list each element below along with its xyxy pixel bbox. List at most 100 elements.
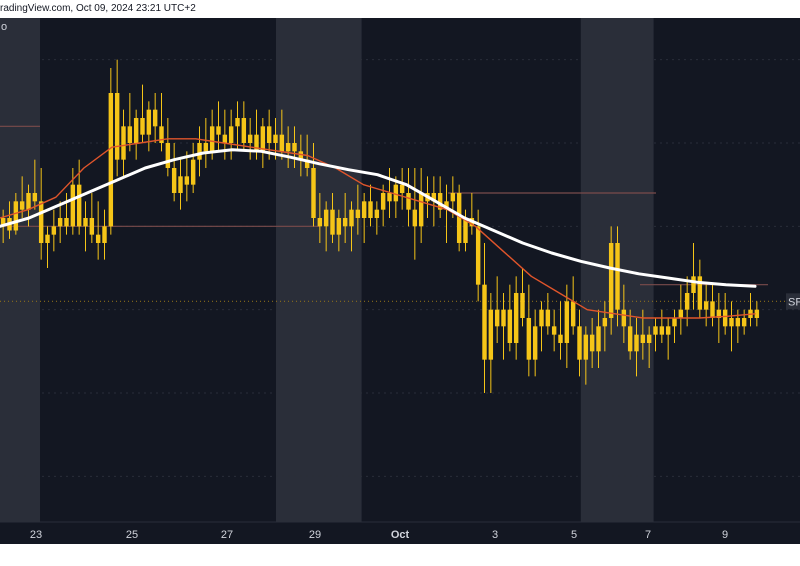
candle-5 bbox=[32, 159, 38, 210]
candle-body bbox=[0, 218, 6, 227]
candle-32 bbox=[203, 118, 209, 168]
candle-105 bbox=[665, 318, 671, 360]
candle-body bbox=[89, 218, 95, 235]
candle-111 bbox=[703, 284, 709, 327]
candle-body bbox=[729, 318, 734, 327]
candle-body bbox=[646, 334, 652, 343]
candle-body bbox=[596, 326, 601, 352]
candle-body bbox=[545, 309, 551, 327]
candle-body bbox=[292, 143, 297, 152]
candle-117 bbox=[741, 309, 747, 335]
candle-body bbox=[653, 326, 658, 335]
candle-body bbox=[317, 218, 323, 227]
candle-51 bbox=[323, 201, 329, 252]
candle-body bbox=[76, 184, 82, 227]
x-tick-label-7: 7 bbox=[645, 529, 651, 541]
candle-body bbox=[184, 176, 190, 185]
candle-body bbox=[665, 326, 671, 335]
chart-footer bbox=[0, 544, 800, 566]
candle-body bbox=[520, 293, 525, 318]
candle-body bbox=[38, 201, 44, 243]
candle-body bbox=[444, 201, 449, 210]
candle-body bbox=[589, 334, 595, 352]
candle-body bbox=[501, 309, 506, 327]
chart-header: radingView.com, Oct 09, 2024 23:21 UTC+2 bbox=[0, 0, 800, 18]
candle-45 bbox=[285, 126, 291, 168]
candle-body bbox=[355, 209, 361, 218]
candle-110 bbox=[697, 259, 703, 318]
candle-body bbox=[266, 126, 272, 143]
candle-114 bbox=[722, 293, 728, 335]
candle-107 bbox=[678, 284, 684, 335]
candle-body bbox=[298, 151, 304, 160]
candle-96 bbox=[608, 226, 614, 335]
candle-body bbox=[741, 318, 747, 327]
weekend-band-1 bbox=[276, 18, 362, 522]
candle-body bbox=[754, 309, 760, 318]
weekend-shading bbox=[0, 18, 654, 522]
candle-body bbox=[716, 309, 722, 318]
candle-91 bbox=[577, 309, 582, 377]
candle-59 bbox=[374, 201, 380, 235]
candle-body bbox=[127, 126, 133, 143]
candle-56 bbox=[355, 184, 361, 235]
candle-102 bbox=[646, 326, 652, 368]
candle-body bbox=[703, 301, 709, 310]
candle-14 bbox=[89, 193, 95, 243]
candle-42 bbox=[266, 109, 272, 160]
candle-79 bbox=[501, 293, 506, 360]
candle-54 bbox=[342, 193, 348, 243]
candle-109 bbox=[691, 243, 696, 310]
candle-17 bbox=[108, 68, 114, 235]
candle-body bbox=[583, 334, 589, 360]
candle-body bbox=[684, 293, 690, 310]
candle-body bbox=[336, 218, 342, 235]
chart-canvas[interactable]: 23 25 27 29 Oct 3 5 7 9 SF o bbox=[0, 18, 800, 544]
candle-body bbox=[513, 293, 519, 343]
candle-body bbox=[570, 301, 576, 327]
candle-76 bbox=[482, 243, 487, 393]
candle-58 bbox=[368, 184, 373, 227]
candle-body bbox=[710, 301, 715, 318]
candle-body bbox=[304, 159, 310, 168]
candle-64 bbox=[406, 168, 411, 227]
candle-body bbox=[691, 276, 696, 293]
candle-98 bbox=[621, 284, 627, 343]
candle-99 bbox=[627, 309, 633, 360]
candle-30 bbox=[190, 143, 196, 193]
candle-16 bbox=[102, 209, 107, 260]
price-chart[interactable]: 23 25 27 29 Oct 3 5 7 9 SF o bbox=[0, 18, 800, 544]
candle-body bbox=[342, 218, 348, 227]
candle-body bbox=[95, 234, 101, 243]
candle-body bbox=[140, 118, 145, 135]
candle-body bbox=[406, 193, 411, 210]
candle-body bbox=[83, 218, 88, 227]
candle-20 bbox=[127, 93, 133, 152]
candle-body bbox=[254, 134, 259, 152]
candle-29 bbox=[184, 151, 190, 202]
candle-87 bbox=[551, 309, 557, 352]
candle-8 bbox=[51, 209, 57, 252]
candle-body bbox=[387, 193, 392, 202]
candle-body bbox=[640, 334, 646, 343]
candle-body bbox=[133, 118, 139, 143]
candle-body bbox=[260, 126, 266, 152]
candle-112 bbox=[710, 284, 715, 327]
candle-50 bbox=[317, 193, 323, 243]
candle-103 bbox=[653, 318, 658, 352]
candle-19 bbox=[121, 109, 126, 177]
candle-body bbox=[146, 109, 152, 135]
candle-84 bbox=[532, 309, 538, 377]
candle-52 bbox=[330, 193, 335, 243]
candle-body bbox=[64, 218, 69, 227]
candle-81 bbox=[513, 276, 519, 360]
candle-88 bbox=[558, 301, 563, 360]
candle-72 bbox=[456, 184, 462, 252]
candle-47 bbox=[298, 134, 304, 177]
candle-92 bbox=[583, 326, 589, 385]
candle-57 bbox=[361, 193, 367, 243]
candle-31 bbox=[197, 126, 202, 177]
candle-body bbox=[659, 326, 665, 335]
candle-55 bbox=[349, 201, 354, 252]
candle-97 bbox=[615, 226, 620, 327]
